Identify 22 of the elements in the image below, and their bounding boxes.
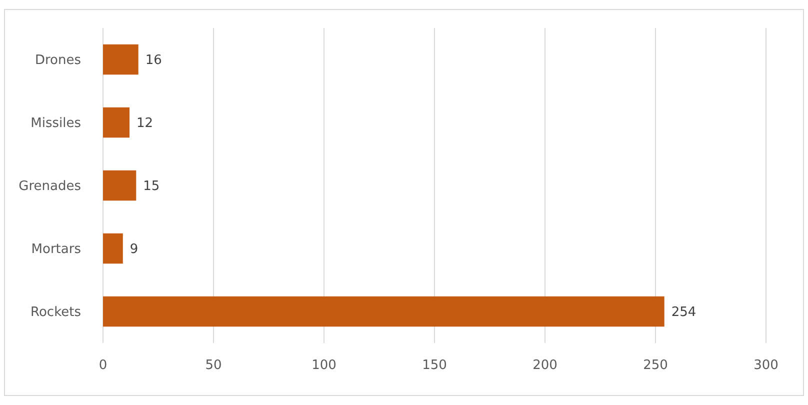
y-tick-label: Missiles	[30, 116, 82, 132]
data-label: 12	[136, 116, 154, 132]
data-label: 15	[143, 179, 160, 194]
data-label: 254	[671, 305, 696, 320]
y-tick-label: Rockets	[30, 305, 82, 320]
x-tick-label: 50	[205, 358, 222, 373]
data-label: 9	[130, 242, 138, 258]
x-tick-label: 0	[98, 358, 108, 373]
y-tick-label: Mortars	[31, 242, 82, 258]
x-tick-label: 300	[754, 358, 778, 373]
bar	[103, 44, 138, 75]
bar	[103, 296, 664, 327]
bar	[103, 233, 123, 264]
x-tick-label: 200	[532, 358, 558, 373]
x-tick-label: 100	[312, 358, 336, 373]
y-tick-label: Drones	[34, 53, 82, 68]
data-label: 16	[145, 53, 162, 68]
bar	[103, 107, 130, 138]
x-tick-label: 150	[422, 358, 447, 373]
y-tick-label: Grenades	[18, 179, 82, 194]
x-tick-label: 250	[643, 358, 668, 373]
bar	[103, 170, 136, 201]
